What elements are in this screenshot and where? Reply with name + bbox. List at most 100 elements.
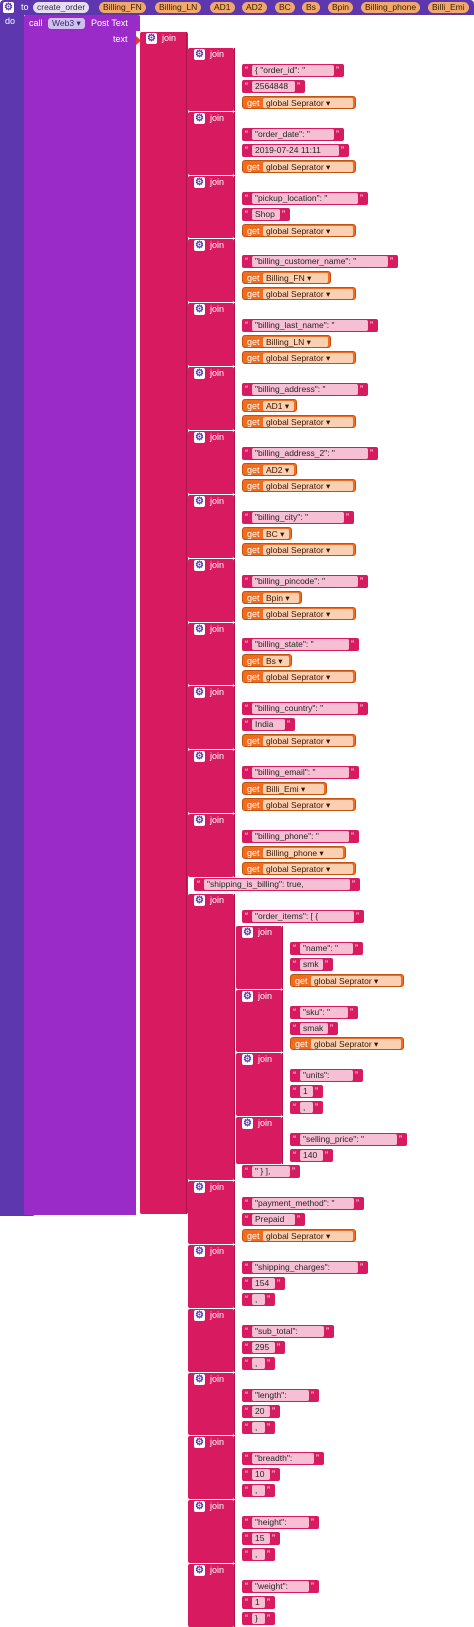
gear-icon[interactable]: ⚙ [194, 112, 205, 124]
gear-icon[interactable]: ⚙ [242, 990, 253, 1002]
text-value-field[interactable]: "payment_method": " [252, 1198, 354, 1210]
get-variable-block[interactable]: get global Seprator ▾ [242, 542, 356, 556]
text-block[interactable]: “,” [242, 1420, 275, 1434]
text-block[interactable]: “ "shipping_is_billing": true,” [194, 877, 360, 891]
text-value-field[interactable]: , [252, 1357, 265, 1369]
get-variable-block[interactable]: get global Seprator ▾ [242, 1229, 356, 1242]
text-block[interactable]: “ 1” [242, 1596, 275, 1610]
get-variable-block[interactable]: get global Seprator ▾ [242, 95, 356, 109]
call-web3-posttext-block[interactable] [24, 15, 140, 1215]
text-block[interactable]: “ 140” [290, 1149, 333, 1163]
param-7[interactable]: Billing_phone [361, 2, 421, 13]
text-value-field[interactable]: "order_items": [ { [252, 910, 354, 922]
text-value-field[interactable]: 295 [252, 1341, 275, 1353]
text-value-field[interactable]: , [252, 1485, 265, 1497]
variable-dropdown[interactable]: global Seprator ▾ [263, 97, 353, 108]
text-block[interactable]: “ Shop” [242, 207, 290, 221]
get-variable-block[interactable]: get global Seprator ▾ [242, 670, 356, 684]
gear-icon[interactable]: ⚙ [242, 1118, 253, 1130]
text-block[interactable]: “ 15” [242, 1532, 280, 1546]
get-variable-block[interactable]: get Billing_LN ▾ [242, 335, 331, 349]
text-block[interactable]: “ 154” [242, 1276, 285, 1290]
text-block[interactable]: “ 10” [242, 1468, 280, 1482]
join-block[interactable] [140, 32, 188, 1214]
text-value-field[interactable]: "height": [252, 1517, 309, 1529]
text-block[interactable]: “ "billing_address": "” [242, 383, 368, 397]
variable-dropdown[interactable]: Billing_LN ▾ [263, 337, 328, 348]
variable-dropdown[interactable]: AD2 ▾ [263, 464, 294, 475]
get-variable-block[interactable]: get global Seprator ▾ [290, 973, 404, 987]
variable-dropdown[interactable]: global Seprator ▾ [263, 289, 353, 300]
text-block[interactable]: “ "billing_pincode": "” [242, 574, 368, 588]
text-value-field[interactable]: "billing_phone": " [252, 831, 349, 842]
text-block[interactable]: “ " } ],” [242, 1165, 300, 1179]
text-block[interactable]: “ "billing_last_name": "” [242, 319, 378, 333]
variable-dropdown[interactable]: global Seprator ▾ [311, 1039, 401, 1050]
text-value-field[interactable]: smk [300, 958, 323, 970]
text-block[interactable]: “ India” [242, 718, 295, 732]
variable-dropdown[interactable]: global Seprator ▾ [263, 800, 353, 811]
gear-icon[interactable]: ⚙ [194, 304, 205, 316]
text-value-field[interactable]: } [252, 1613, 265, 1625]
text-block[interactable]: “ "shipping_charges": ” [242, 1260, 368, 1274]
text-block[interactable]: “ "billing_address_2": "” [242, 446, 378, 460]
variable-dropdown[interactable]: global Seprator ▾ [263, 353, 353, 364]
get-variable-block[interactable]: get global Seprator ▾ [242, 606, 356, 620]
variable-dropdown[interactable]: global Seprator ▾ [263, 225, 353, 236]
gear-icon[interactable]: ⚙ [194, 1182, 205, 1194]
text-block[interactable]: “ "name": "” [290, 941, 363, 955]
variable-dropdown[interactable]: Bs ▾ [263, 656, 289, 667]
text-value-field[interactable]: 1 [300, 1086, 313, 1098]
param-4[interactable]: BC [275, 2, 295, 13]
text-block[interactable]: “ "weight": ” [242, 1580, 319, 1594]
text-value-field[interactable]: "billing_address": " [252, 384, 358, 396]
variable-dropdown[interactable]: Billing_FN ▾ [263, 273, 328, 284]
text-value-field[interactable]: 20 [252, 1405, 270, 1417]
text-value-field[interactable]: 2019-07-24 11:11 [252, 144, 339, 156]
text-block[interactable]: “ "billing_city": "” [242, 510, 354, 524]
get-variable-block[interactable]: get BC ▾ [242, 526, 292, 540]
gear-icon[interactable]: ⚙ [146, 33, 157, 44]
get-variable-block[interactable]: get Bs ▾ [242, 654, 292, 668]
param-2[interactable]: AD1 [210, 2, 235, 13]
text-value-field[interactable]: "length": [252, 1389, 309, 1401]
text-value-field[interactable]: Shop [252, 208, 280, 220]
get-variable-block[interactable]: get global Seprator ▾ [242, 798, 356, 812]
text-value-field[interactable]: "shipping_charges": [252, 1261, 358, 1273]
procedure-name-field[interactable]: create_order [33, 2, 90, 13]
gear-icon[interactable]: ⚙ [194, 1437, 205, 1449]
get-variable-block[interactable]: get AD1 ▾ [242, 399, 297, 413]
gear-icon[interactable]: ⚙ [194, 1309, 205, 1321]
gear-icon[interactable]: ⚙ [194, 1245, 205, 1257]
gear-icon[interactable]: ⚙ [194, 48, 205, 60]
text-value-field[interactable]: , [252, 1549, 265, 1561]
text-block[interactable]: “ "order_items": [ { ” [242, 909, 364, 923]
variable-dropdown[interactable]: global Seprator ▾ [263, 480, 353, 491]
get-variable-block[interactable]: get global Seprator ▾ [242, 351, 356, 365]
text-value-field[interactable]: "billing_last_name": " [252, 320, 368, 332]
variable-dropdown[interactable]: global Seprator ▾ [263, 863, 353, 874]
text-block[interactable]: “ smak” [290, 1021, 338, 1035]
text-value-field[interactable]: "sub_total": [252, 1325, 324, 1337]
text-value-field[interactable]: 10 [252, 1469, 270, 1481]
text-block[interactable]: “ "billing_email": "” [242, 766, 359, 780]
text-value-field[interactable]: India [252, 719, 285, 731]
text-block[interactable]: “ "height": ” [242, 1516, 319, 1530]
text-value-field[interactable]: 140 [300, 1150, 323, 1162]
text-block[interactable]: “ "billing_phone": "” [242, 830, 359, 843]
text-block[interactable]: “ "length": ” [242, 1388, 319, 1402]
gear-icon[interactable]: ⚙ [3, 2, 14, 13]
gear-icon[interactable]: ⚙ [194, 815, 205, 827]
text-value-field[interactable]: smak [300, 1022, 328, 1034]
variable-dropdown[interactable]: global Seprator ▾ [263, 608, 353, 619]
variable-dropdown[interactable]: global Seprator ▾ [263, 417, 353, 428]
join-block[interactable] [188, 893, 234, 1181]
variable-dropdown[interactable]: global Seprator ▾ [263, 161, 353, 172]
variable-dropdown[interactable]: global Seprator ▾ [263, 544, 353, 555]
param-8[interactable]: Billi_Emi [428, 2, 469, 13]
text-value-field[interactable]: Prepaid [252, 1214, 295, 1226]
variable-dropdown[interactable]: Billing_phone ▾ [263, 847, 343, 858]
text-value-field[interactable]: , [300, 1102, 313, 1114]
gear-icon[interactable]: ⚙ [194, 687, 205, 699]
text-value-field[interactable]: "selling_price": " [300, 1134, 397, 1146]
